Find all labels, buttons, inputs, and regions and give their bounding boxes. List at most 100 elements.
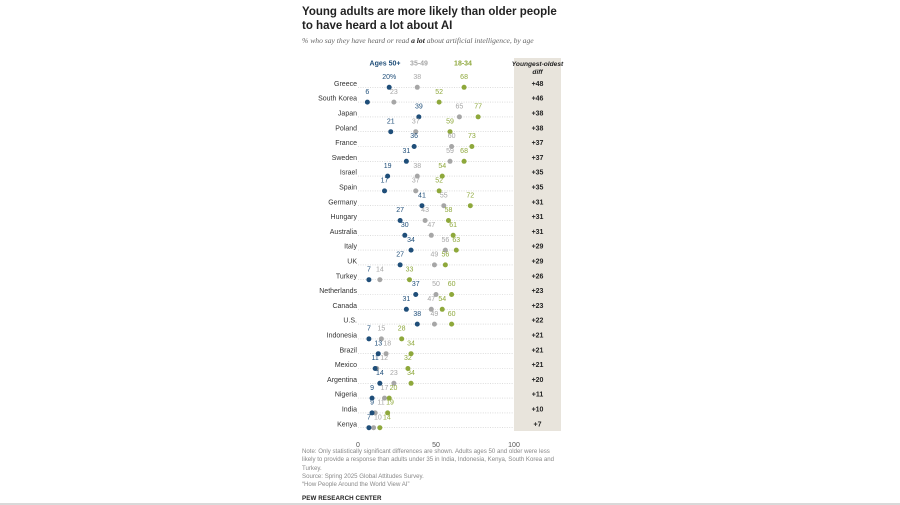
diff-value: +38 xyxy=(532,125,544,132)
diff-value: +21 xyxy=(532,347,544,354)
data-point xyxy=(403,306,409,312)
data-label: 13 xyxy=(374,340,382,347)
diff-value: +37 xyxy=(532,155,544,162)
data-label: 68 xyxy=(460,74,468,81)
data-point xyxy=(461,84,467,90)
country-label: Germany xyxy=(328,199,357,206)
data-point xyxy=(385,410,391,416)
data-label: 34 xyxy=(407,340,415,347)
data-label: 27 xyxy=(396,252,404,259)
data-point xyxy=(428,232,434,238)
data-label: 33 xyxy=(406,266,414,273)
country-label: Hungary xyxy=(331,214,358,221)
data-point xyxy=(416,114,422,120)
data-point xyxy=(439,306,445,312)
data-label: 49 xyxy=(431,311,439,318)
data-point xyxy=(419,203,425,209)
data-label: 17 xyxy=(381,385,389,392)
data-point xyxy=(431,262,437,268)
data-point xyxy=(413,188,419,194)
data-point xyxy=(413,292,419,297)
data-point xyxy=(383,351,389,357)
data-point xyxy=(372,366,378,371)
data-point xyxy=(382,395,388,401)
data-label: 9 xyxy=(370,385,374,392)
data-point xyxy=(428,306,434,312)
data-label: 34 xyxy=(407,237,415,244)
data-label: 17 xyxy=(381,178,389,185)
data-label: 7 xyxy=(367,414,371,421)
data-point xyxy=(456,114,462,120)
diff-value: +46 xyxy=(532,96,544,103)
data-label: 28 xyxy=(398,326,406,333)
data-label: 39 xyxy=(415,104,423,111)
data-point xyxy=(408,247,414,253)
diff-header-line-2: diff xyxy=(532,69,543,76)
data-point xyxy=(442,247,448,253)
data-label: 54 xyxy=(438,163,446,170)
x-tick-label: 50 xyxy=(432,442,440,449)
diff-value: +21 xyxy=(532,362,544,369)
data-point xyxy=(364,99,370,105)
data-label: 10 xyxy=(374,414,382,421)
country-label: Turkey xyxy=(336,273,358,280)
country-label: Mexico xyxy=(335,362,357,369)
data-label: 7 xyxy=(367,326,371,333)
data-label: 21 xyxy=(387,118,395,125)
data-point xyxy=(449,144,455,149)
data-point xyxy=(413,129,419,135)
data-point xyxy=(397,218,403,223)
data-label: 6 xyxy=(365,89,369,96)
data-point xyxy=(403,158,409,164)
diff-value: +29 xyxy=(532,259,544,266)
page-bottom-edge xyxy=(0,503,900,505)
data-label: 20 xyxy=(390,385,398,392)
country-label: India xyxy=(342,407,357,414)
data-point xyxy=(399,336,405,342)
data-point xyxy=(436,99,442,105)
country-label: Spain xyxy=(339,185,357,192)
country-label: Japan xyxy=(338,111,357,118)
country-label: Italy xyxy=(344,244,357,251)
data-label: 47 xyxy=(427,222,435,229)
data-point xyxy=(441,203,447,209)
data-point xyxy=(414,173,420,179)
data-label: 63 xyxy=(452,237,460,244)
data-label: 77 xyxy=(474,104,482,111)
data-label: 59 xyxy=(446,118,454,125)
diff-value: +11 xyxy=(532,392,544,399)
country-label: South Korea xyxy=(318,96,357,103)
subtitle-prefix: % who say they have heard or read xyxy=(302,36,412,45)
country-label: Canada xyxy=(332,303,357,310)
data-point xyxy=(439,173,445,179)
diff-header-line-1: Youngest-oldest xyxy=(512,61,564,68)
diff-value: +23 xyxy=(532,288,544,295)
chart-subtitle: % who say they have heard or read a lot … xyxy=(302,36,564,46)
data-label: 60 xyxy=(448,133,456,140)
data-label: 19 xyxy=(384,163,392,170)
data-label: 59 xyxy=(446,148,454,155)
data-label: 30 xyxy=(401,222,409,229)
data-point xyxy=(391,99,397,105)
data-label: 58 xyxy=(445,207,453,214)
data-point xyxy=(422,218,428,223)
diff-value: +26 xyxy=(532,273,544,280)
diff-value: +20 xyxy=(532,377,544,384)
data-point xyxy=(411,144,417,149)
x-tick-label: 100 xyxy=(508,442,520,449)
data-point xyxy=(366,425,372,431)
data-label: 23 xyxy=(390,89,398,96)
legend-label-1: Ages 50+ xyxy=(370,61,401,68)
data-point xyxy=(366,277,372,283)
data-label: 73 xyxy=(468,133,476,140)
data-label: 12 xyxy=(380,355,388,362)
data-label: 9 xyxy=(370,400,374,407)
source-text: Source: Spring 2025 Global Attitudes Sur… xyxy=(302,472,424,480)
data-label: 27 xyxy=(396,207,404,214)
country-label: France xyxy=(335,140,357,147)
data-label: 31 xyxy=(402,148,410,155)
country-label: Israel xyxy=(340,170,358,177)
data-point xyxy=(469,144,475,149)
diff-value: +7 xyxy=(534,421,542,428)
diff-value: +31 xyxy=(532,229,544,236)
